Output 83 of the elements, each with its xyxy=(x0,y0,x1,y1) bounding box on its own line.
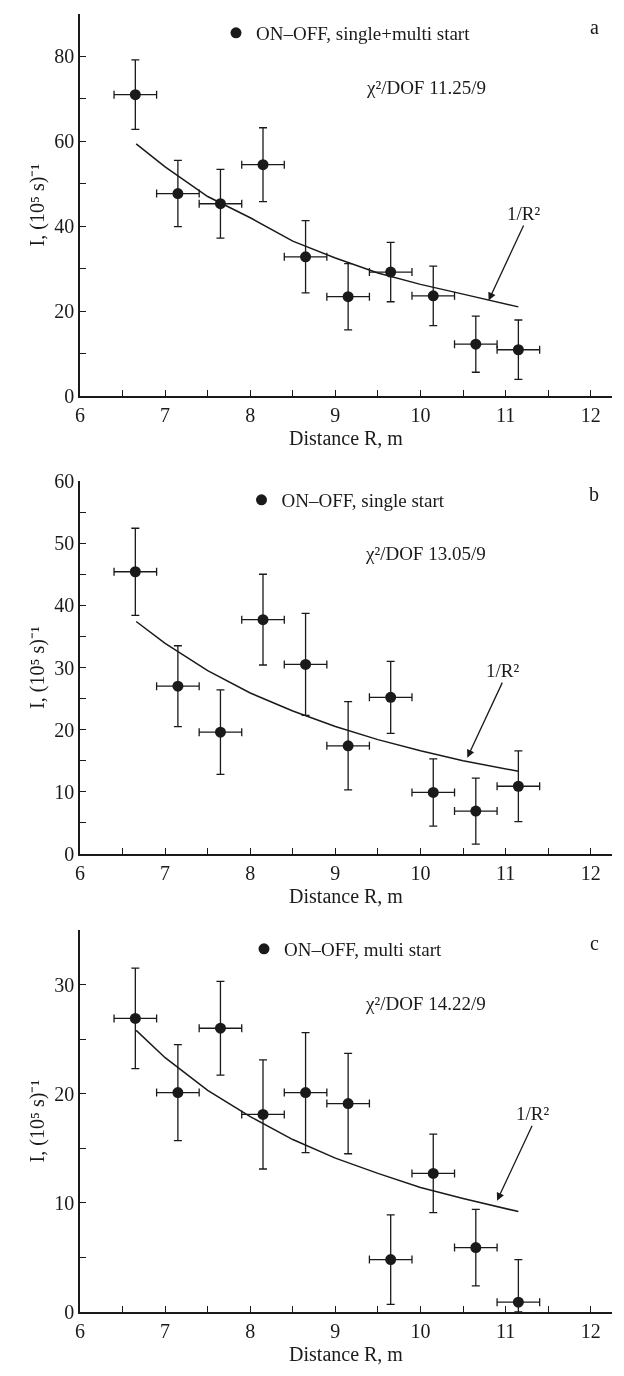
y-tick-label: 0 xyxy=(64,843,75,865)
x-tick-label: 7 xyxy=(160,1319,171,1342)
x-tick-label: 11 xyxy=(495,403,516,426)
annotation: χ²/DOF 13.05/9 xyxy=(365,543,486,564)
x-tick-label: 8 xyxy=(245,403,256,426)
point xyxy=(427,290,439,302)
annotation: 1/R² xyxy=(507,203,541,224)
legend-label: ON–OFF, single+multi start xyxy=(256,23,471,45)
x-tick-label: 10 xyxy=(410,1319,431,1342)
legend-label: ON–OFF, single start xyxy=(281,490,445,512)
point xyxy=(512,344,524,356)
x-tick-label: 8 xyxy=(245,861,256,884)
x-tick-label: 9 xyxy=(330,1319,341,1342)
x-tick-label: 6 xyxy=(75,403,85,426)
x-tick-label: 10 xyxy=(410,403,431,426)
y-tick-label: 50 xyxy=(54,532,75,555)
annotation: c xyxy=(590,932,599,954)
x-tick-label: 10 xyxy=(410,861,431,884)
point xyxy=(257,1108,269,1120)
legend-label: ON–OFF, multi start xyxy=(284,939,443,961)
y-tick-label: 60 xyxy=(54,470,75,492)
x-tick-label: 9 xyxy=(330,403,341,426)
y-tick-label: 30 xyxy=(54,656,75,679)
y-axis-title: I, (10⁵ s)⁻¹ xyxy=(26,163,50,247)
point xyxy=(470,1242,482,1254)
y-tick-label: 20 xyxy=(54,718,75,741)
x-axis-title: Distance R, m xyxy=(289,884,404,907)
y-axis-title: I, (10⁵ s)⁻¹ xyxy=(26,626,50,709)
x-axis-title: Distance R, m xyxy=(289,426,404,449)
x-tick-label: 12 xyxy=(580,1319,601,1342)
annotation: a xyxy=(590,16,599,38)
x-axis-title: Distance R, m xyxy=(289,1342,404,1365)
annotation: 1/R² xyxy=(486,660,520,681)
point xyxy=(300,658,312,670)
y-tick-label: 20 xyxy=(54,1082,75,1105)
point xyxy=(214,1022,226,1034)
y-tick-label: 60 xyxy=(54,130,75,153)
point xyxy=(342,740,354,752)
annotation: 1/R² xyxy=(516,1103,550,1124)
point xyxy=(385,691,397,703)
x-tick-label: 9 xyxy=(330,861,341,884)
y-tick-label: 0 xyxy=(64,1301,75,1323)
x-tick-label: 7 xyxy=(160,403,171,426)
annotation: χ²/DOF 14.22/9 xyxy=(365,993,486,1014)
y-tick-label: 20 xyxy=(54,300,75,323)
point xyxy=(470,338,482,350)
x-tick-label: 6 xyxy=(75,1319,85,1342)
point xyxy=(257,159,269,171)
point xyxy=(385,1254,397,1266)
y-tick-label: 10 xyxy=(54,1191,75,1214)
point xyxy=(300,1087,312,1099)
x-tick-label: 11 xyxy=(495,861,516,884)
annotation: b xyxy=(589,483,599,505)
point xyxy=(257,614,269,626)
y-tick-label: 80 xyxy=(54,45,75,68)
y-tick-label: 10 xyxy=(54,780,75,803)
x-tick-label: 12 xyxy=(580,403,601,426)
point xyxy=(300,251,312,263)
x-tick-label: 6 xyxy=(75,861,85,884)
point xyxy=(512,780,524,792)
point xyxy=(427,1167,439,1179)
point xyxy=(342,1098,354,1110)
y-tick-label: 40 xyxy=(54,215,75,238)
point xyxy=(512,1296,524,1308)
y-axis-title: I, (10⁵ s)⁻¹ xyxy=(26,1079,50,1163)
point xyxy=(214,726,226,738)
x-tick-label: 11 xyxy=(495,1319,516,1342)
point xyxy=(342,291,354,303)
point xyxy=(427,786,439,798)
x-tick-label: 8 xyxy=(245,1319,256,1342)
x-tick-label: 12 xyxy=(580,861,601,884)
point xyxy=(172,188,184,200)
point xyxy=(129,566,141,578)
annotation: χ²/DOF 11.25/9 xyxy=(366,77,486,98)
y-tick-label: 0 xyxy=(64,385,75,407)
point xyxy=(470,805,482,817)
point xyxy=(172,680,184,692)
y-tick-label: 30 xyxy=(54,973,75,996)
point xyxy=(129,1012,141,1024)
point xyxy=(172,1087,184,1099)
point xyxy=(129,89,141,101)
x-tick-label: 7 xyxy=(160,861,171,884)
y-tick-label: 40 xyxy=(54,594,75,617)
